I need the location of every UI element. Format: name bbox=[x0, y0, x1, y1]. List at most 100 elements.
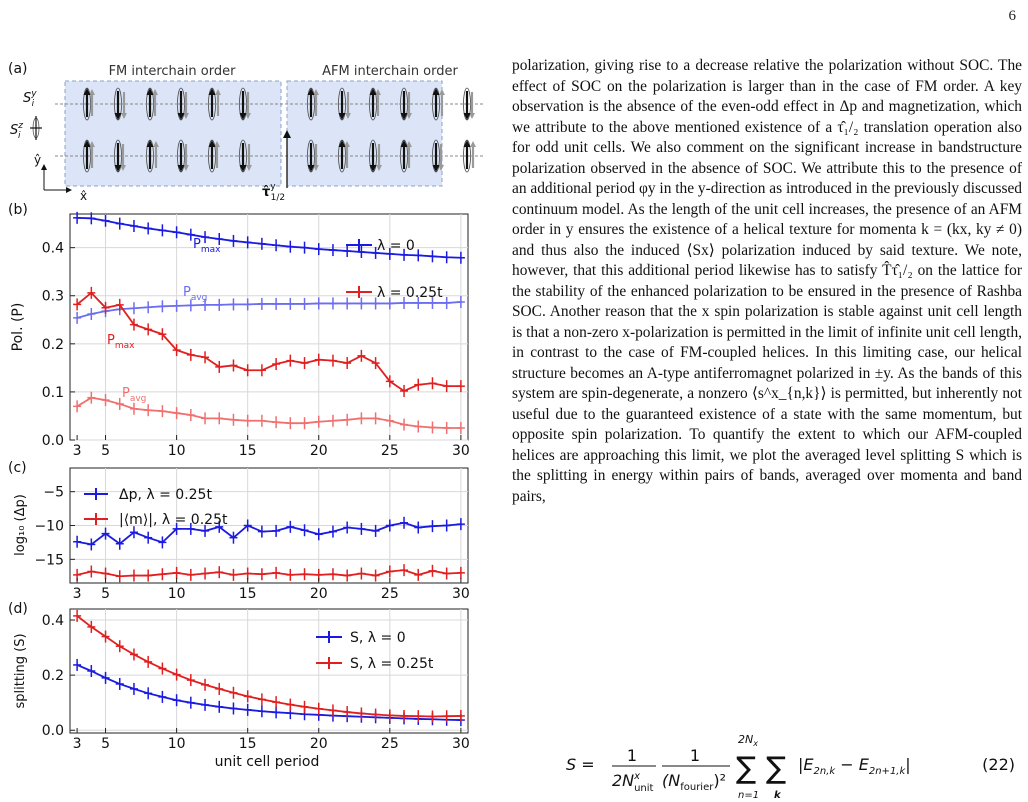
spin bbox=[399, 139, 412, 173]
panel-d-chart: 0.0 0.2 0.4 3 5 10 15 20 25 30 splitting (S) uni… bbox=[13, 608, 470, 770]
data-point bbox=[73, 311, 82, 324]
data-point bbox=[201, 412, 210, 425]
spin-shadow-head bbox=[183, 113, 189, 119]
body-text-column: polarization, giving rise to a decrease … bbox=[512, 56, 1022, 507]
data-point bbox=[73, 658, 82, 671]
panel-d-ylabel: splitting (S) bbox=[13, 633, 28, 708]
panel-d-frame bbox=[69, 608, 469, 734]
x-tick-label: 25 bbox=[381, 736, 399, 752]
x-tick-label: 5 bbox=[101, 736, 110, 752]
panel-d-legend: S, λ = 0 S, λ = 0.25t bbox=[316, 630, 434, 672]
data-point bbox=[414, 378, 423, 391]
data-point bbox=[442, 380, 451, 393]
data-point bbox=[385, 375, 394, 388]
data-point bbox=[371, 569, 380, 582]
data-point bbox=[400, 248, 409, 261]
spin-shadow-head bbox=[313, 165, 319, 171]
panel-b-ylabel: Pol. (P) bbox=[10, 303, 26, 352]
data-point bbox=[328, 568, 337, 581]
data-point bbox=[158, 690, 167, 703]
data-point bbox=[371, 246, 380, 259]
data-point bbox=[158, 405, 167, 418]
data-point bbox=[101, 567, 110, 580]
y-tick-label: 0.2 bbox=[42, 337, 64, 353]
legend-b-0: λ = 0 bbox=[377, 238, 415, 254]
data-point bbox=[343, 569, 352, 582]
x-tick-label: 15 bbox=[239, 736, 257, 752]
y-tick-label: 0.0 bbox=[42, 723, 64, 739]
data-point bbox=[400, 418, 409, 431]
data-point bbox=[172, 566, 181, 579]
data-point bbox=[300, 568, 309, 581]
x-tick-label: 25 bbox=[381, 443, 399, 459]
data-point bbox=[272, 239, 281, 252]
spin-arrow-head bbox=[432, 165, 440, 172]
data-point bbox=[215, 566, 224, 579]
data-point bbox=[385, 247, 394, 260]
panel-c-series bbox=[73, 516, 465, 583]
data-point bbox=[186, 299, 195, 312]
data-point bbox=[215, 520, 224, 533]
spin-shadow-head bbox=[376, 165, 382, 171]
spin-arrow-head bbox=[208, 88, 216, 95]
spin-chain-top bbox=[82, 87, 475, 121]
data-point bbox=[300, 524, 309, 537]
body-paragraph: polarization, giving rise to a decrease … bbox=[512, 57, 1022, 505]
eq-sum-lower-1: n=1 bbox=[738, 790, 759, 800]
spin bbox=[145, 87, 158, 121]
data-point bbox=[186, 696, 195, 709]
data-point bbox=[144, 222, 153, 235]
eq-frac2-num: 1 bbox=[690, 746, 700, 765]
data-point bbox=[442, 710, 451, 723]
panel-b-xticks: 3 5 10 15 20 25 30 bbox=[73, 435, 470, 459]
spin-arrow-head bbox=[83, 140, 91, 147]
x-tick-label: 20 bbox=[310, 586, 328, 602]
data-point bbox=[428, 710, 437, 723]
x-tick-label: 20 bbox=[310, 443, 328, 459]
y-tick-label: −10 bbox=[34, 519, 64, 535]
data-point bbox=[144, 404, 153, 417]
data-point bbox=[385, 519, 394, 532]
equation-22: S = 1 2Nx unit 1 (Nfourier)² 2Nx ∑ n=1 ∑ … bbox=[566, 733, 1015, 800]
data-point bbox=[257, 693, 266, 706]
data-point bbox=[115, 298, 124, 311]
data-point bbox=[257, 297, 266, 310]
data-point bbox=[428, 564, 437, 577]
spin-arrow-head bbox=[369, 165, 377, 172]
x-tick-label: 3 bbox=[73, 443, 82, 459]
data-point bbox=[201, 298, 210, 311]
spin-arrow-head bbox=[146, 140, 154, 147]
data-point bbox=[257, 364, 266, 377]
data-point bbox=[129, 569, 138, 582]
spin-arrow-head bbox=[307, 165, 315, 172]
data-point bbox=[243, 364, 252, 377]
spin bbox=[462, 87, 475, 121]
data-point bbox=[385, 565, 394, 578]
data-point bbox=[428, 421, 437, 434]
data-point bbox=[456, 709, 465, 722]
data-point bbox=[129, 302, 138, 315]
data-point bbox=[385, 414, 394, 427]
legend-d-0: S, λ = 0 bbox=[350, 630, 406, 646]
spin-shadow-head bbox=[375, 89, 381, 95]
data-point bbox=[414, 710, 423, 723]
panel-c-yticks: −5 −10 −15 bbox=[34, 485, 75, 568]
panel-b-yticks: 0.0 0.1 0.2 0.3 0.4 bbox=[42, 241, 75, 449]
y-tick-label: 0.4 bbox=[42, 613, 64, 629]
data-point bbox=[87, 212, 96, 225]
data-point bbox=[144, 569, 153, 582]
spin-arrow-head bbox=[239, 165, 247, 172]
annot-pmax-red: Pmax bbox=[107, 333, 135, 351]
series-line bbox=[76, 396, 461, 429]
data-point bbox=[229, 234, 238, 247]
data-point bbox=[328, 354, 337, 367]
data-point bbox=[201, 678, 210, 691]
data-point bbox=[87, 565, 96, 578]
data-point bbox=[73, 609, 82, 622]
data-point bbox=[286, 698, 295, 711]
data-point bbox=[101, 214, 110, 227]
data-point bbox=[300, 700, 309, 713]
data-point bbox=[314, 415, 323, 428]
data-point bbox=[186, 522, 195, 535]
data-point bbox=[229, 531, 238, 544]
